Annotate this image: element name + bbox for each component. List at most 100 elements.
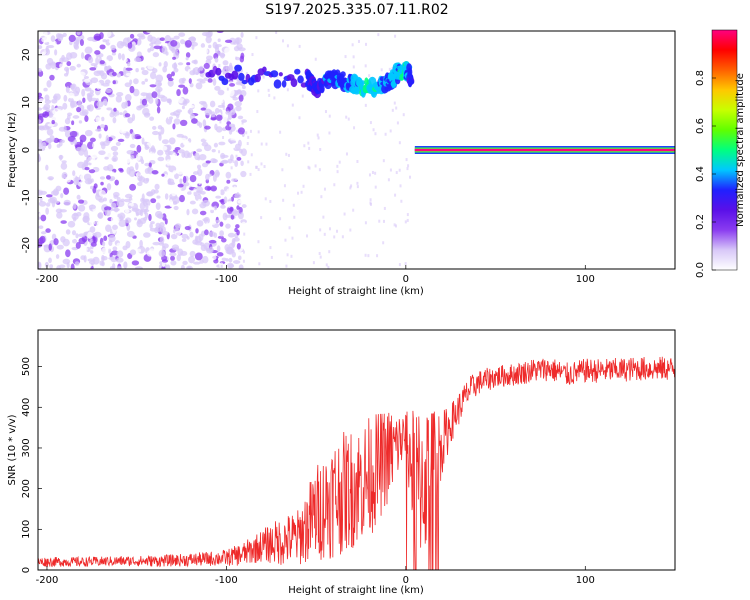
spectrogram-cell — [223, 65, 228, 70]
spectrogram-cell — [198, 178, 202, 185]
spectrogram-cell — [195, 228, 199, 234]
spectrogram-cell — [269, 199, 272, 203]
spectrogram-cell — [243, 232, 246, 236]
spectrogram-cell — [168, 98, 172, 105]
spectrogram-cell — [109, 266, 115, 269]
spectrogram-cell — [165, 150, 171, 156]
spectrogram-cell — [70, 263, 75, 269]
spectrogram-cell — [64, 66, 70, 72]
spectrogram-cell — [210, 255, 217, 261]
spectrogram-cell — [232, 96, 238, 101]
spectrogram-cell — [357, 39, 360, 43]
spectrogram-cell — [220, 204, 226, 209]
spectrogram-cell — [158, 133, 162, 141]
spectrogram-cell — [147, 166, 152, 172]
colorbar-gradient — [711, 29, 738, 271]
spectrogram-cell — [186, 62, 191, 66]
spectrogram-cell — [398, 168, 401, 172]
spectrogram-cell — [298, 116, 301, 120]
spectrogram-cell — [238, 264, 244, 269]
spectrogram-cell — [95, 56, 100, 65]
spectrogram-cell — [391, 67, 394, 71]
snr-panel: -200 -100 0 100 0 100 200 300 400 500 Height of … — [7, 329, 676, 596]
spectrogram-cell — [314, 57, 317, 61]
spectrogram-cell — [180, 264, 185, 269]
spectrogram-cell — [219, 52, 225, 59]
spectrogram-cell — [161, 259, 168, 263]
spectrogram-cell — [123, 261, 128, 269]
spectrogram-cell — [111, 250, 119, 256]
spectrogram-cell — [314, 164, 317, 168]
spectrogram-cell — [103, 235, 108, 242]
spectrogram-cell — [219, 120, 222, 124]
spectrogram-cell — [113, 107, 117, 112]
spectrogram-cell — [172, 201, 178, 205]
spectrogram-cell — [233, 45, 240, 52]
spectrogram-cell — [353, 126, 356, 130]
spectrogram-cell — [205, 247, 210, 252]
spectrogram-cell — [185, 52, 191, 58]
spectrogram-cell — [110, 145, 119, 152]
spectrogram-cell — [195, 82, 203, 90]
spectrogram-cell — [50, 35, 56, 42]
spectrogram-cell — [217, 89, 225, 96]
spectrogram-cell — [143, 177, 149, 184]
spectrogram-cell — [159, 37, 166, 42]
spectrogram-cell — [209, 249, 214, 253]
spectrogram-cell — [88, 169, 96, 174]
spectrogram-cell — [100, 124, 106, 129]
spectrogram-cell — [406, 218, 409, 222]
y-tick-label: 200 — [21, 479, 32, 498]
spectrogram-cell — [227, 232, 236, 238]
spectrogram-cell — [207, 186, 211, 191]
spectrogram-cell — [389, 168, 392, 172]
spectrogram-cell — [115, 141, 121, 146]
spectrogram-cell — [124, 217, 132, 224]
spectrogram-cell — [106, 59, 110, 67]
spectrogram-cell — [215, 195, 222, 199]
spectrogram-cell — [188, 107, 194, 115]
spectrogram-cell — [102, 39, 107, 43]
spectrogram-cell — [115, 257, 124, 263]
x-tick-label: -100 — [215, 274, 238, 285]
spectrogram-cell — [141, 137, 145, 145]
spectrogram-cell — [90, 77, 99, 84]
spectrogram-cell — [111, 71, 117, 77]
spectrogram-cell — [161, 173, 165, 177]
spectrogram-cell — [65, 229, 71, 235]
spectrogram-cell — [352, 55, 355, 59]
spectrogram-cell — [170, 39, 178, 47]
spectrogram-cell — [140, 159, 145, 164]
spectrogram-cell — [205, 35, 212, 44]
spectrogram-cell — [46, 80, 52, 88]
spectrogram-cell — [139, 239, 143, 248]
spectrogram-cell — [264, 197, 267, 201]
spectrogram-cell — [38, 113, 47, 118]
spectrogram-cell — [50, 210, 55, 215]
spectrogram-cell — [119, 168, 124, 173]
spectrogram-cell — [92, 142, 97, 149]
spectrogram-cell — [99, 60, 105, 65]
spectrogram-cell — [285, 152, 288, 156]
spectrogram-cell — [175, 113, 180, 119]
colorbar-tick-label: 0.8 — [695, 70, 706, 86]
spectrogram-cell — [98, 198, 105, 203]
spectrogram-cell — [234, 159, 239, 168]
spectrogram-cell — [293, 215, 296, 219]
spectrogram-cell — [265, 142, 268, 146]
spectrogram-cell — [42, 125, 50, 131]
spectrogram-cell — [240, 148, 247, 157]
spectrogram-cell — [51, 178, 59, 187]
spectrogram-cell — [38, 186, 46, 191]
spectrogram-cell — [80, 255, 86, 260]
spectrogram-cell — [95, 128, 102, 132]
spectrogram-cell — [140, 62, 148, 68]
spectrogram-cell — [132, 96, 138, 101]
spectrogram-cell — [79, 39, 84, 47]
spectrogram-cell — [207, 263, 212, 269]
spectrogram-cell — [234, 101, 242, 107]
spectrogram-cell — [191, 125, 199, 130]
spectrogram-cell — [250, 153, 253, 157]
